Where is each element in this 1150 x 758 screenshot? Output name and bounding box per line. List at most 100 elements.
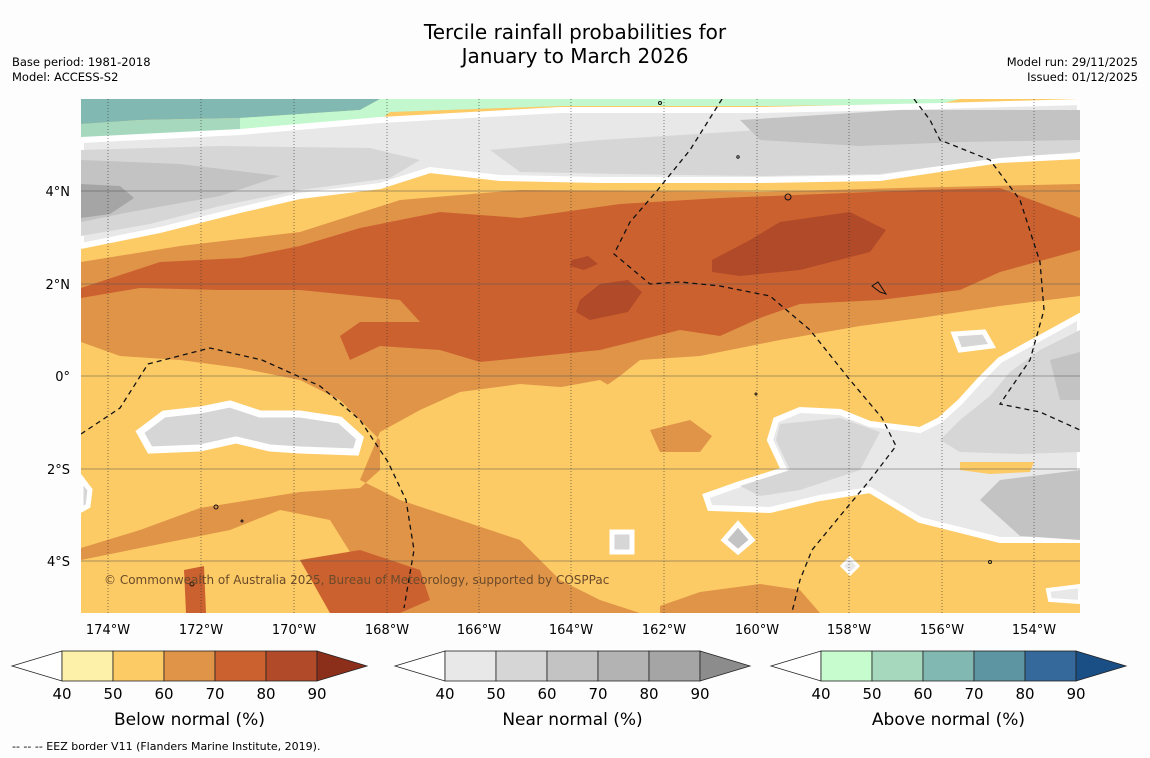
islands (189, 101, 992, 587)
copyright-notice: © Commonwealth of Australia 2025, Bureau… (104, 573, 609, 587)
region-near-east-60b (740, 418, 880, 496)
colorbar-tick-label: 70 (205, 685, 224, 703)
colorbar-tick-label: 40 (52, 685, 71, 703)
colorbar-segment (922, 650, 975, 682)
eez-footnote: -- -- -- EEZ border V11 (Flanders Marine… (12, 740, 321, 753)
region-near-tiny-b (720, 520, 756, 556)
meta-right: Model run: 29/11/2025 Issued: 01/12/2025 (1007, 55, 1138, 85)
colorbar-segment (61, 650, 114, 682)
region-near-north-70b (740, 110, 1080, 146)
colorbar-tick-label: 80 (256, 685, 275, 703)
region-near-tiny-a (609, 529, 635, 555)
colorbar-tick-label: 80 (1015, 685, 1034, 703)
colorbar-segment (1024, 650, 1077, 682)
x-tick-label: 168°W (365, 623, 409, 638)
eez-borders (81, 99, 1080, 613)
x-tick-label: 172°W (179, 623, 223, 638)
region-above-50 (240, 99, 960, 132)
colorbar-segment (214, 650, 267, 682)
colorbar-tick-label: 90 (307, 685, 326, 703)
x-tick-label: 174°W (86, 623, 130, 638)
colorbar-under-triangle (769, 650, 822, 682)
region-below-80-b (576, 280, 642, 320)
x-tick-label: 158°W (827, 623, 871, 638)
colorbar-tick-label: 40 (435, 685, 454, 703)
colorbar-segment (648, 650, 701, 682)
region-below-60-mid (650, 420, 712, 452)
colorbar-tick-label: 70 (588, 685, 607, 703)
colorbar-2: 40 50 60 70 80 90 Near normal (%) (393, 650, 752, 730)
region-below-80-c (570, 256, 598, 270)
colorbar-tick-label: 50 (862, 685, 881, 703)
region-near-north-80 (81, 184, 134, 218)
x-tick-label: 166°W (457, 623, 501, 638)
probability-map (81, 99, 1080, 613)
colorbar-tick-label: 40 (811, 685, 830, 703)
colorbars: 40 50 60 70 80 90 Below normal (%) 40 50 60 70 80 90… (10, 650, 1128, 730)
colorbar-tick-label: 50 (103, 685, 122, 703)
colorbar-title: Above normal (%) (872, 710, 1025, 730)
colorbar-tick-label: 60 (537, 685, 556, 703)
region-near-small-e (950, 329, 997, 353)
region-below-inside-east (960, 462, 1034, 474)
y-tick-label: 4°N (46, 185, 71, 200)
colorbar-segment (820, 650, 873, 682)
region-near-east-70 (980, 470, 1080, 540)
colorbar-under-triangle (10, 650, 63, 682)
colorbar-segment (444, 650, 497, 682)
region-below-70-c (184, 566, 206, 613)
colorbar-1: 40 50 60 70 80 90 Below normal (%) (10, 650, 369, 730)
colorbar-tick-label: 70 (964, 685, 983, 703)
colorbar-tick-label: 90 (1066, 685, 1085, 703)
colorbar-over-triangle (316, 650, 369, 682)
chart-title: Tercile rainfall probabilities for Janua… (0, 20, 1150, 68)
x-tick-label: 156°W (920, 623, 964, 638)
y-tick-label: 2°N (46, 278, 71, 293)
region-below-50-a (396, 424, 600, 486)
colorbar-over-triangle (1075, 650, 1128, 682)
colorbar-segment (871, 650, 924, 682)
y-tick-label: 2°S (47, 463, 70, 478)
issued-date: Issued: 01/12/2025 (1027, 70, 1138, 84)
colorbar-tick-label: 90 (690, 685, 709, 703)
y-axis-ticks: 4°N 2°N 0° 2°S 4°S (46, 185, 71, 570)
colorbar-over-triangle (699, 650, 752, 682)
region-below-80-a (712, 212, 886, 276)
meta-left: Base period: 1981-2018 Model: ACCESS-S2 (12, 55, 151, 85)
colorbar-title: Near normal (%) (502, 710, 642, 730)
region-near-tiny-c (839, 555, 861, 577)
colorbar-segment (597, 650, 650, 682)
colorbar-segment (265, 650, 318, 682)
title-line-1: Tercile rainfall probabilities for (423, 20, 727, 44)
x-tick-label: 170°W (272, 623, 316, 638)
colorbar-tick-label: 60 (154, 685, 173, 703)
colorbar-segment (546, 650, 599, 682)
colorbar-tick-label: 60 (913, 685, 932, 703)
model-name: Model: ACCESS-S2 (12, 70, 119, 84)
region-below-70-b (300, 550, 430, 613)
region-below-60-se (660, 584, 820, 613)
x-tick-label: 164°W (549, 623, 593, 638)
base-period: Base period: 1981-2018 (12, 55, 151, 69)
region-above-70 (81, 99, 380, 124)
colorbar-title: Below normal (%) (114, 710, 265, 730)
colorbar-tick-label: 50 (486, 685, 505, 703)
x-axis-ticks: 174°W 172°W 170°W 168°W 166°W 164°W 162°W 160°W… (86, 623, 1056, 638)
colorbar-3: 40 50 60 70 80 90 Above normal (%) (769, 650, 1128, 730)
region-near-tiny-d (1045, 583, 1080, 605)
x-tick-label: 160°W (735, 623, 779, 638)
colorbar-under-triangle (393, 650, 446, 682)
x-tick-label: 162°W (642, 623, 686, 638)
colorbar-segment (495, 650, 548, 682)
colorbar-segment (163, 650, 216, 682)
colorbar-segment (112, 650, 165, 682)
region-below-50-c (81, 510, 380, 613)
y-tick-label: 4°S (47, 555, 70, 570)
region-near-west-edge (81, 473, 93, 513)
title-line-2: January to March 2026 (461, 44, 689, 68)
region-near-east-60 (940, 330, 1080, 454)
colorbar-segment (973, 650, 1026, 682)
colorbar-tick-label: 80 (639, 685, 658, 703)
model-run: Model run: 29/11/2025 (1006, 55, 1138, 69)
